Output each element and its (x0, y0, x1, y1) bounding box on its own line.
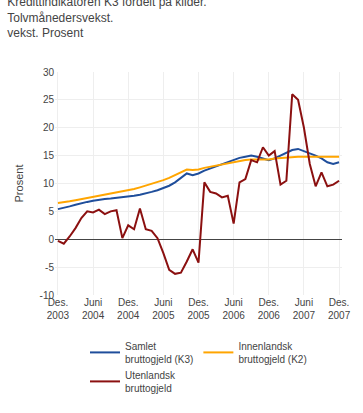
svg-text:20: 20 (43, 122, 55, 133)
svg-text:Kredittindikatoren K3 fordelt: Kredittindikatoren K3 fordelt på kilder.… (7, 0, 206, 40)
svg-text:Juni2004: Juni2004 (82, 297, 105, 321)
svg-text:Samletbruttogjeld (K3): Samletbruttogjeld (K3) (125, 341, 193, 365)
svg-text:Juni2006: Juni2006 (223, 297, 246, 321)
svg-text:Des.2003: Des.2003 (47, 297, 70, 321)
svg-text:Utenlandskbruttogjeld: Utenlandskbruttogjeld (125, 370, 176, 394)
svg-text:-10: -10 (40, 290, 55, 301)
svg-text:30: 30 (43, 67, 55, 78)
svg-text:Des.2007: Des.2007 (328, 297, 351, 321)
svg-text:Des.2004: Des.2004 (117, 297, 140, 321)
svg-text:Juni2007: Juni2007 (293, 297, 316, 321)
svg-text:Prosent: Prosent (13, 165, 25, 203)
svg-text:Juni2005: Juni2005 (152, 297, 175, 321)
svg-text:Des.2005: Des.2005 (187, 297, 210, 321)
svg-text:10: 10 (43, 178, 55, 189)
svg-text:-5: -5 (45, 262, 54, 273)
svg-text:0: 0 (48, 234, 54, 245)
svg-text:25: 25 (43, 94, 55, 105)
svg-text:5: 5 (48, 206, 54, 217)
svg-text:Innenlandskbruttogjeld (K2): Innenlandskbruttogjeld (K2) (238, 341, 306, 365)
svg-text:15: 15 (43, 150, 55, 161)
svg-text:Des.2006: Des.2006 (258, 297, 281, 321)
